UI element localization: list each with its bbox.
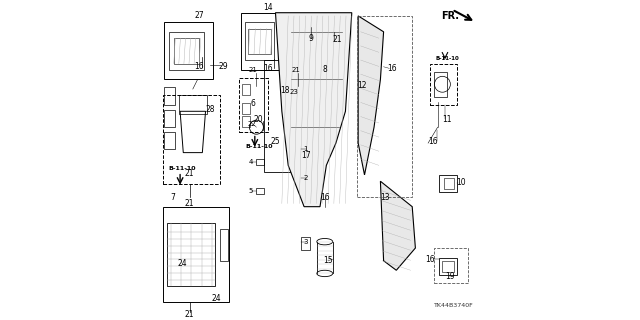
Text: 25: 25 [271, 137, 280, 146]
Text: 9: 9 [308, 34, 314, 43]
Bar [241, 13, 282, 70]
Bar [256, 188, 264, 194]
Bar [169, 32, 204, 70]
Bar [301, 173, 310, 186]
Bar [429, 64, 457, 105]
Bar [163, 95, 220, 184]
Text: 16: 16 [195, 62, 204, 71]
Text: 16: 16 [388, 64, 397, 73]
Bar [439, 175, 457, 192]
Bar [242, 116, 250, 127]
Text: B-11-10: B-11-10 [246, 144, 273, 149]
Text: 13: 13 [380, 193, 390, 202]
Bar [164, 110, 175, 127]
Text: 24: 24 [212, 294, 221, 303]
Text: 20: 20 [253, 115, 263, 124]
Bar [435, 248, 468, 283]
Bar [164, 22, 214, 79]
Text: 29: 29 [218, 62, 228, 71]
Text: 11: 11 [442, 115, 452, 124]
Bar [163, 207, 229, 302]
Text: 24: 24 [178, 260, 188, 268]
Text: 16: 16 [320, 193, 330, 202]
Bar [356, 16, 412, 197]
Text: B-11-10: B-11-10 [435, 56, 459, 61]
Text: 14: 14 [263, 4, 273, 12]
Text: 17: 17 [301, 151, 310, 160]
Bar [444, 178, 454, 189]
Text: 21: 21 [249, 67, 258, 73]
Bar [220, 229, 228, 261]
Bar [164, 132, 175, 149]
Bar [179, 95, 207, 115]
Bar [248, 28, 271, 54]
Text: 16: 16 [428, 137, 438, 146]
Bar [301, 237, 310, 250]
Bar [245, 22, 274, 60]
Polygon shape [275, 13, 352, 207]
Text: 1: 1 [303, 147, 308, 152]
Text: TK44B3740F: TK44B3740F [434, 303, 474, 308]
Text: 21: 21 [185, 310, 195, 319]
Text: 19: 19 [445, 272, 455, 281]
Polygon shape [380, 181, 415, 270]
Text: 7: 7 [171, 193, 175, 202]
Text: 16: 16 [263, 64, 273, 73]
Bar [264, 60, 293, 172]
Text: 23: 23 [289, 89, 298, 95]
Bar [242, 84, 250, 95]
Bar [168, 223, 215, 286]
Bar [435, 72, 447, 97]
Bar [164, 87, 175, 105]
Bar [239, 78, 268, 132]
Text: 12: 12 [357, 81, 367, 90]
Text: 28: 28 [205, 105, 215, 114]
Polygon shape [358, 16, 383, 175]
Text: 3: 3 [303, 239, 308, 245]
Text: 6: 6 [251, 99, 255, 108]
Text: FR.: FR. [442, 11, 460, 21]
Bar [439, 258, 457, 275]
Text: 21: 21 [185, 169, 195, 178]
Text: 21: 21 [333, 35, 342, 44]
Text: 4: 4 [249, 159, 253, 165]
Bar [173, 38, 199, 64]
Bar [242, 103, 250, 115]
Bar [442, 261, 454, 272]
Text: 10: 10 [457, 178, 467, 187]
Text: 18: 18 [280, 86, 290, 95]
Text: 15: 15 [323, 256, 333, 265]
Text: B-11-10: B-11-10 [168, 166, 195, 171]
Text: 21: 21 [292, 67, 301, 73]
Text: 2: 2 [303, 175, 308, 181]
Text: 22: 22 [247, 121, 256, 127]
Bar [256, 159, 264, 165]
Text: 5: 5 [249, 188, 253, 194]
Text: 21: 21 [185, 199, 195, 208]
Bar [301, 145, 310, 157]
Text: 8: 8 [323, 66, 327, 75]
Text: 16: 16 [425, 255, 435, 264]
Text: 27: 27 [195, 12, 204, 20]
